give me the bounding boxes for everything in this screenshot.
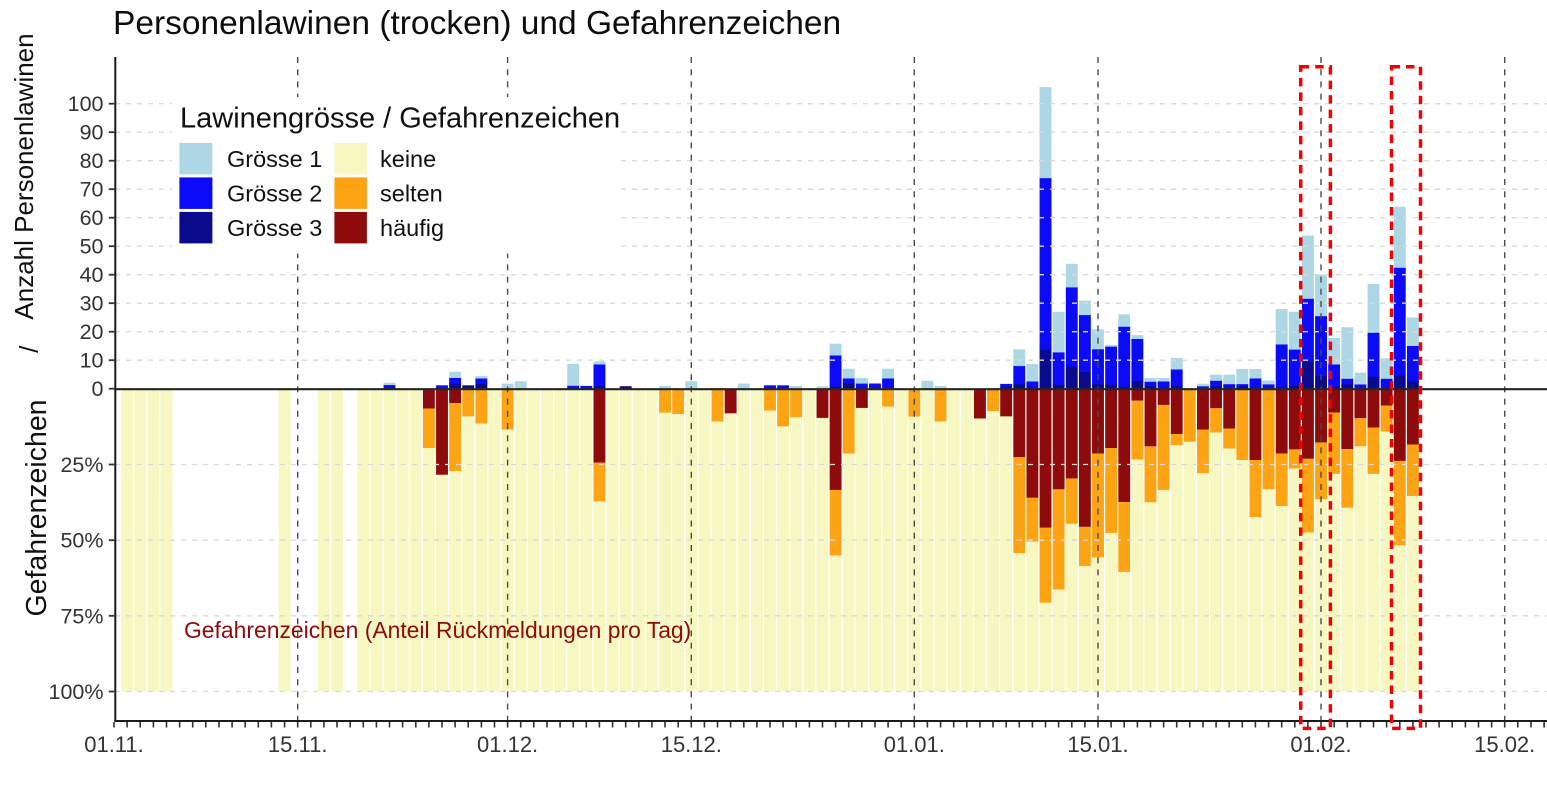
svg-text:keine: keine [380, 146, 436, 172]
svg-text:Grösse 1: Grösse 1 [227, 146, 322, 172]
svg-text:30: 30 [80, 292, 104, 316]
svg-text:Lawinengrösse / Gefahrenzeiche: Lawinengrösse / Gefahrenzeichen [180, 103, 620, 135]
svg-text:0: 0 [92, 377, 104, 401]
svg-text:01.01.: 01.01. [884, 732, 945, 757]
svg-text:15.01.: 15.01. [1067, 732, 1128, 757]
svg-text:70: 70 [80, 178, 104, 202]
svg-text:Gefahrenzeichen (Anteil Rückme: Gefahrenzeichen (Anteil Rückmeldungen pr… [184, 617, 691, 643]
svg-text:80: 80 [80, 149, 104, 173]
svg-text:selten: selten [380, 181, 443, 207]
svg-text:50: 50 [80, 235, 104, 259]
svg-text:Personenlawinen (trocken) und: Personenlawinen (trocken) und Gefahrenze… [113, 5, 841, 42]
svg-text:20: 20 [80, 320, 104, 344]
svg-text:15.12.: 15.12. [661, 732, 722, 757]
svg-text:100: 100 [68, 92, 104, 116]
svg-text:10: 10 [80, 349, 104, 373]
svg-text:Gefahrenzeichen: Gefahrenzeichen [21, 399, 53, 616]
svg-text:Grösse 3: Grösse 3 [227, 215, 322, 241]
svg-text:60: 60 [80, 206, 104, 230]
svg-text:/: / [14, 345, 44, 353]
svg-text:25%: 25% [60, 453, 103, 477]
svg-text:01.11.: 01.11. [84, 732, 144, 757]
svg-text:Anzahl Personenlawinen: Anzahl Personenlawinen [9, 33, 39, 319]
svg-text:40: 40 [80, 263, 104, 287]
svg-text:50%: 50% [60, 529, 103, 553]
svg-text:Grösse 2: Grösse 2 [227, 181, 322, 207]
svg-text:90: 90 [80, 121, 104, 145]
svg-text:15.11.: 15.11. [268, 732, 328, 757]
svg-text:häufig: häufig [380, 215, 444, 241]
svg-text:01.02.: 01.02. [1290, 732, 1351, 757]
svg-text:01.12.: 01.12. [477, 732, 538, 757]
svg-text:100%: 100% [49, 680, 104, 704]
svg-text:15.02.: 15.02. [1474, 732, 1535, 757]
svg-text:75%: 75% [60, 604, 103, 628]
